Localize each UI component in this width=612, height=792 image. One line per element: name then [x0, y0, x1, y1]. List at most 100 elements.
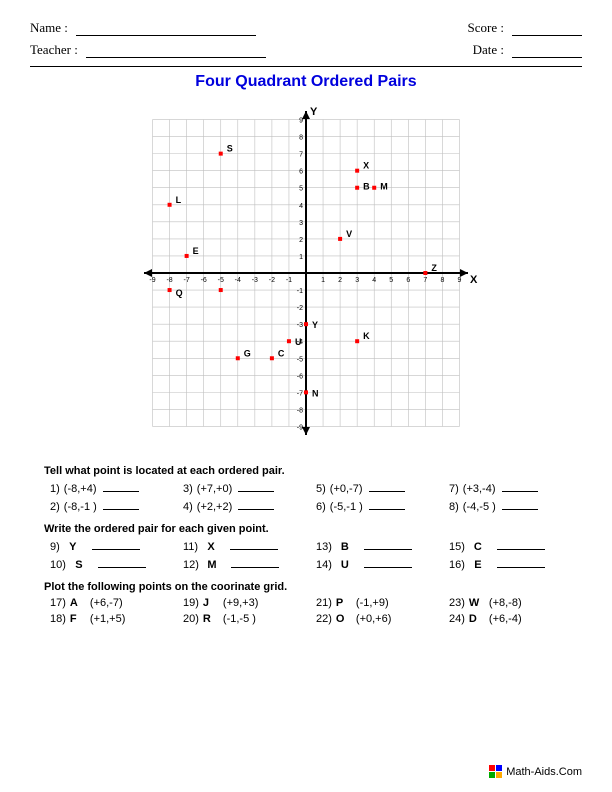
chart-container: XY-9-9-8-8-7-7-6-6-5-5-4-4-3-3-2-2-1-111… — [30, 93, 582, 453]
svg-text:E: E — [193, 246, 199, 256]
answer-blank[interactable] — [497, 539, 545, 550]
question-item: 9)Y — [50, 539, 183, 553]
question-item: 23)W(+8,-8) — [449, 597, 582, 609]
answer-blank[interactable] — [364, 539, 412, 550]
svg-text:L: L — [176, 195, 182, 205]
svg-text:-4: -4 — [235, 277, 241, 284]
svg-text:-7: -7 — [297, 390, 303, 397]
question-item: 1)(-8,+4) — [50, 481, 183, 495]
svg-text:G: G — [244, 348, 251, 358]
date-label: Date : — [473, 42, 504, 58]
svg-text:Y: Y — [312, 320, 318, 330]
answer-blank[interactable] — [497, 557, 545, 568]
answer-blank[interactable] — [92, 539, 140, 550]
svg-text:Y: Y — [310, 106, 318, 118]
svg-text:9: 9 — [458, 277, 462, 284]
question-item: 20)R(-1,-5 ) — [183, 613, 316, 625]
svg-text:-8: -8 — [297, 407, 303, 414]
header-row-1: Name : Score : — [30, 20, 582, 36]
name-label: Name : — [30, 20, 68, 36]
coordinate-grid: XY-9-9-8-8-7-7-6-6-5-5-4-4-3-3-2-2-1-111… — [126, 93, 486, 453]
answer-blank[interactable] — [502, 499, 538, 510]
svg-text:1: 1 — [299, 254, 303, 261]
svg-text:-5: -5 — [218, 277, 224, 284]
question-item: 2)(-8,-1 ) — [50, 499, 183, 513]
name-blank[interactable] — [76, 22, 256, 36]
section2-items: 9)Y11)X13)B15)C10)S12)M14)U16)E — [30, 539, 582, 571]
svg-text:K: K — [363, 331, 370, 341]
question-item: 16)E — [449, 557, 582, 571]
svg-text:2: 2 — [299, 237, 303, 244]
svg-text:-5: -5 — [297, 356, 303, 363]
svg-text:-2: -2 — [269, 277, 275, 284]
section3-title: Plot the following points on the coorina… — [44, 581, 582, 593]
svg-text:M: M — [380, 182, 388, 192]
brand-icon — [489, 765, 502, 778]
question-item: 19)J(+9,+3) — [183, 597, 316, 609]
svg-text:6: 6 — [406, 277, 410, 284]
answer-blank[interactable] — [369, 481, 405, 492]
question-item: 11)X — [183, 539, 316, 553]
svg-text:N: N — [312, 388, 319, 398]
svg-text:1: 1 — [321, 277, 325, 284]
svg-text:Z: Z — [431, 263, 437, 273]
answer-blank[interactable] — [238, 499, 274, 510]
question-item: 24)D(+6,-4) — [449, 613, 582, 625]
score-field: Score : — [468, 20, 582, 36]
svg-text:-1: -1 — [297, 288, 303, 295]
svg-text:-6: -6 — [201, 277, 207, 284]
svg-text:2: 2 — [338, 277, 342, 284]
answer-blank[interactable] — [230, 539, 278, 550]
svg-text:7: 7 — [299, 152, 303, 159]
svg-text:V: V — [346, 229, 352, 239]
svg-text:4: 4 — [372, 277, 376, 284]
question-item: 6)(-5,-1 ) — [316, 499, 449, 513]
section3-items: 17)A(+6,-7)19)J(+9,+3)21)P(-1,+9)23)W(+8… — [30, 597, 582, 625]
question-item: 22)O(+0,+6) — [316, 613, 449, 625]
answer-blank[interactable] — [369, 499, 405, 510]
score-blank[interactable] — [512, 22, 582, 36]
header-divider — [30, 66, 582, 67]
answer-blank[interactable] — [103, 481, 139, 492]
brand-text: Math-Aids.Com — [506, 766, 582, 778]
svg-text:B: B — [363, 182, 370, 192]
question-item: 21)P(-1,+9) — [316, 597, 449, 609]
teacher-blank[interactable] — [86, 44, 266, 58]
svg-text:3: 3 — [355, 277, 359, 284]
svg-text:-9: -9 — [297, 424, 303, 431]
svg-text:-9: -9 — [149, 277, 155, 284]
teacher-label: Teacher : — [30, 42, 78, 58]
svg-text:8: 8 — [299, 135, 303, 142]
svg-text:-6: -6 — [297, 373, 303, 380]
date-blank[interactable] — [512, 44, 582, 58]
section2-title: Write the ordered pair for each given po… — [44, 523, 582, 535]
footer-brand: Math-Aids.Com — [489, 765, 582, 778]
answer-blank[interactable] — [238, 481, 274, 492]
svg-text:X: X — [363, 161, 369, 171]
name-field: Name : — [30, 20, 256, 36]
answer-blank[interactable] — [364, 557, 412, 568]
svg-text:Q: Q — [176, 288, 183, 298]
question-item: 7)(+3,-4) — [449, 481, 582, 495]
question-item: 8)(-4,-5 ) — [449, 499, 582, 513]
svg-text:S: S — [227, 144, 233, 154]
svg-text:-3: -3 — [252, 277, 258, 284]
header-row-2: Teacher : Date : — [30, 42, 582, 58]
date-field: Date : — [473, 42, 582, 58]
svg-text:-1: -1 — [286, 277, 292, 284]
question-item: 12)M — [183, 557, 316, 571]
answer-blank[interactable] — [502, 481, 538, 492]
answer-blank[interactable] — [98, 557, 146, 568]
svg-text:-3: -3 — [297, 322, 303, 329]
svg-text:8: 8 — [440, 277, 444, 284]
question-item: 13)B — [316, 539, 449, 553]
answer-blank[interactable] — [231, 557, 279, 568]
svg-text:5: 5 — [299, 186, 303, 193]
answer-blank[interactable] — [103, 499, 139, 510]
question-item: 15)C — [449, 539, 582, 553]
svg-text:5: 5 — [389, 277, 393, 284]
svg-text:-2: -2 — [297, 305, 303, 312]
svg-text:7: 7 — [423, 277, 427, 284]
svg-text:4: 4 — [299, 203, 303, 210]
teacher-field: Teacher : — [30, 42, 266, 58]
